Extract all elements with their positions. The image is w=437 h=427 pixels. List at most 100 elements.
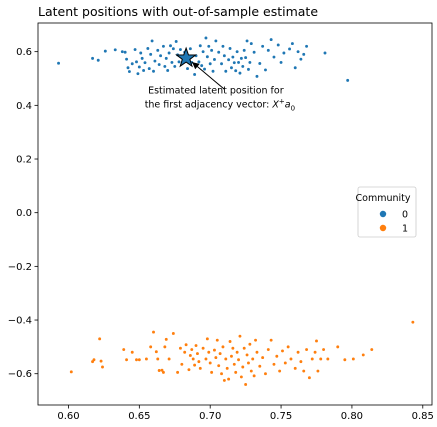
data-point bbox=[224, 357, 228, 361]
data-point bbox=[183, 350, 187, 354]
data-point bbox=[222, 54, 226, 58]
data-point bbox=[133, 48, 137, 51]
data-point bbox=[210, 48, 214, 52]
data-point bbox=[171, 332, 175, 335]
data-point bbox=[169, 44, 172, 48]
data-point bbox=[57, 61, 60, 65]
data-point bbox=[135, 358, 138, 362]
data-point bbox=[92, 358, 96, 362]
y-tick-label: 0.6 bbox=[16, 47, 32, 58]
annotation: Estimated latent position for the first … bbox=[145, 61, 295, 113]
data-point bbox=[237, 358, 240, 362]
data-point bbox=[299, 57, 303, 61]
data-point bbox=[125, 57, 129, 61]
data-point bbox=[225, 366, 229, 370]
data-point bbox=[194, 344, 198, 347]
data-point bbox=[254, 338, 257, 342]
data-point bbox=[244, 382, 248, 386]
data-point bbox=[152, 330, 155, 334]
legend-marker-1 bbox=[379, 224, 387, 232]
plot-area bbox=[57, 36, 415, 386]
data-point bbox=[146, 46, 150, 50]
data-point bbox=[205, 337, 209, 341]
data-point bbox=[176, 370, 180, 374]
data-point bbox=[346, 78, 350, 82]
data-point bbox=[288, 47, 292, 51]
data-point bbox=[283, 361, 287, 365]
data-point bbox=[319, 357, 323, 361]
data-point bbox=[232, 362, 236, 366]
data-point bbox=[249, 42, 253, 46]
data-point bbox=[187, 368, 191, 372]
annotation-math-x: X bbox=[271, 100, 279, 111]
data-point bbox=[201, 50, 205, 54]
data-point bbox=[130, 62, 134, 66]
data-point bbox=[184, 343, 188, 347]
legend-label-1: 1 bbox=[402, 224, 408, 235]
data-point bbox=[261, 356, 265, 360]
series-0 bbox=[57, 36, 350, 82]
data-point bbox=[281, 349, 284, 353]
data-point bbox=[204, 36, 208, 40]
estimate-star-marker bbox=[175, 46, 198, 68]
axes: 0.60 0.65 0.70 0.75 0.80 0.85−0.6−0.4−0.20.00… bbox=[8, 22, 434, 422]
data-point bbox=[252, 374, 256, 378]
data-point bbox=[160, 368, 164, 372]
data-point bbox=[310, 357, 314, 361]
data-point bbox=[213, 348, 216, 352]
data-point bbox=[130, 350, 134, 354]
data-point bbox=[156, 48, 160, 52]
data-point bbox=[217, 364, 221, 368]
data-point bbox=[207, 350, 211, 354]
data-point bbox=[171, 47, 175, 51]
data-point bbox=[269, 338, 273, 342]
data-point bbox=[293, 366, 297, 370]
data-point bbox=[322, 348, 326, 351]
data-point bbox=[178, 48, 182, 51]
data-point bbox=[264, 68, 267, 72]
data-point bbox=[248, 60, 252, 64]
data-point bbox=[214, 39, 218, 43]
data-point bbox=[235, 50, 239, 54]
data-point bbox=[99, 359, 103, 363]
data-point bbox=[203, 67, 206, 71]
data-point bbox=[224, 69, 228, 73]
data-point bbox=[249, 369, 253, 373]
data-point bbox=[230, 66, 233, 70]
data-point bbox=[323, 51, 327, 55]
data-point bbox=[241, 365, 245, 369]
data-point bbox=[370, 348, 374, 351]
data-point bbox=[247, 361, 250, 365]
data-point bbox=[161, 370, 165, 374]
legend: Community 01 bbox=[356, 186, 417, 238]
x-tick-label: 0.70 bbox=[199, 411, 221, 422]
data-point bbox=[210, 370, 214, 374]
legend-title: Community bbox=[356, 193, 411, 204]
data-point bbox=[198, 366, 202, 370]
data-point bbox=[173, 64, 177, 68]
data-point bbox=[157, 369, 161, 372]
data-point bbox=[137, 358, 141, 362]
data-point bbox=[282, 51, 286, 55]
data-point bbox=[278, 369, 282, 373]
data-point bbox=[299, 360, 303, 364]
data-point bbox=[163, 64, 167, 68]
x-tick-label: 0.60 bbox=[57, 411, 79, 422]
data-point bbox=[258, 364, 262, 368]
data-point bbox=[98, 337, 102, 341]
data-point bbox=[289, 357, 293, 361]
data-point bbox=[231, 346, 235, 350]
annotation-line-2-text: the first adjacency vector: bbox=[145, 100, 273, 111]
data-point bbox=[195, 352, 199, 356]
y-tick-label: −0.6 bbox=[8, 369, 32, 380]
data-point bbox=[164, 337, 168, 341]
data-point bbox=[258, 62, 262, 65]
data-point bbox=[174, 40, 178, 43]
data-point bbox=[326, 357, 330, 361]
data-point bbox=[275, 354, 279, 358]
data-point bbox=[69, 370, 73, 374]
data-point bbox=[139, 51, 143, 55]
data-point bbox=[201, 346, 205, 350]
data-point bbox=[126, 66, 130, 70]
